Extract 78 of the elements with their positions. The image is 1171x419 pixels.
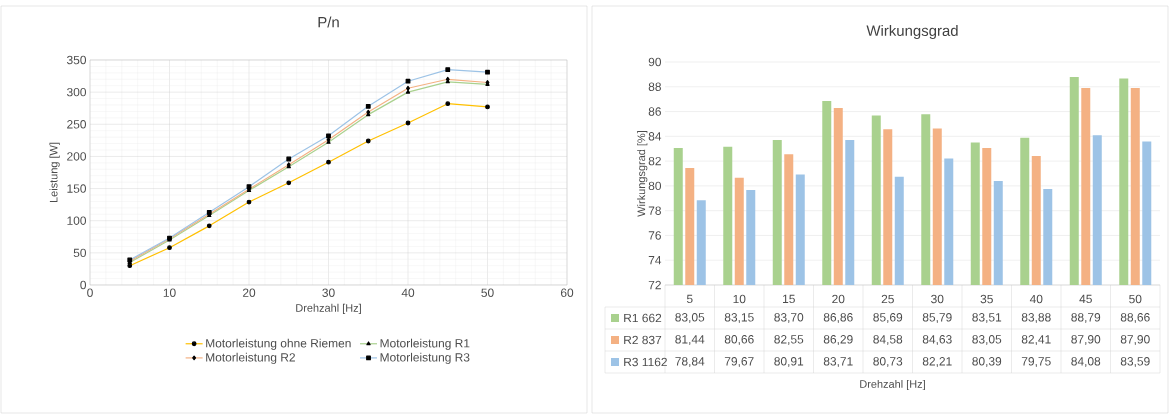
y-axis-title: Leistung [W] <box>49 142 60 203</box>
data-label: 82,41 <box>1021 335 1051 345</box>
x-tick-label: 20 <box>242 288 256 297</box>
y-tick-label: 78 <box>648 206 661 215</box>
x-tick-label: 5 <box>686 294 693 304</box>
x-tick-label: 50 <box>1129 294 1142 304</box>
data-label: 82,55 <box>774 335 804 345</box>
data-label: 88,66 <box>1120 313 1150 323</box>
y-tick-label: 82 <box>648 156 661 166</box>
y-tick-label: 86 <box>648 107 661 116</box>
legend-label: R1 662 <box>624 313 662 323</box>
data-label: 84,58 <box>873 335 903 345</box>
legend-label: Motorleistung R2 <box>206 352 295 364</box>
data-label: 83,51 <box>972 313 1002 323</box>
y-tick-label: 84 <box>648 132 662 141</box>
data-label: 83,05 <box>675 313 705 323</box>
data-label: 86,86 <box>823 313 853 323</box>
data-label: 83,59 <box>1120 357 1150 367</box>
x-tick-label: 60 <box>560 288 574 297</box>
x-tick-label: 50 <box>481 288 494 297</box>
data-label: 79,67 <box>724 357 754 367</box>
data-label: 80,73 <box>873 357 903 367</box>
data-label: 87,90 <box>1071 335 1101 345</box>
x-tick-label: 40 <box>401 288 415 297</box>
x-tick-label: 0 <box>87 288 93 297</box>
data-label: 82,21 <box>922 357 952 367</box>
legend-label: Motorleistung R3 <box>380 352 470 364</box>
x-tick-label: 10 <box>733 294 746 304</box>
y-tick-label: 200 <box>67 152 87 161</box>
data-label: 84,08 <box>1071 357 1101 367</box>
data-label: 83,88 <box>1021 313 1051 323</box>
data-label: 83,71 <box>823 357 853 367</box>
data-label: 87,90 <box>1120 335 1150 345</box>
x-tick-label: 30 <box>931 294 944 304</box>
y-tick-label: 76 <box>648 231 661 240</box>
data-label: 84,63 <box>922 335 952 345</box>
legend-label: Motorleistung ohne Riemen <box>206 338 351 350</box>
data-label: 78,84 <box>675 357 705 367</box>
x-tick-label: 10 <box>163 288 176 297</box>
legend-label: R3 1162 <box>624 357 667 367</box>
y-tick-label: 250 <box>67 120 87 129</box>
y-tick-label: 100 <box>67 216 87 225</box>
legend-label: Motorleistung R1 <box>380 338 470 350</box>
x-tick-label: 45 <box>1079 294 1092 304</box>
chart-title: Wirkungsgrad <box>866 25 958 39</box>
x-axis-title: Drehzahl [Hz] <box>296 303 361 315</box>
data-label: 86,29 <box>823 335 853 345</box>
data-label: 79,75 <box>1021 357 1051 367</box>
data-label: 83,15 <box>724 313 754 323</box>
x-tick-label: 35 <box>980 294 993 304</box>
legend-label: R2 837 <box>624 335 662 345</box>
data-label: 80,66 <box>724 335 754 345</box>
y-tick-label: 50 <box>73 248 87 258</box>
data-label: 81,44 <box>675 335 705 345</box>
data-label: 80,91 <box>774 357 804 367</box>
chart-title: P/n <box>318 16 339 28</box>
data-label: 88,79 <box>1071 313 1101 323</box>
y-tick-label: 72 <box>648 280 661 290</box>
x-tick-label: 15 <box>783 294 795 304</box>
data-label: 83,05 <box>972 335 1002 345</box>
y-tick-label: 150 <box>67 184 87 193</box>
y-tick-label: 74 <box>648 256 662 265</box>
data-label: 85,79 <box>922 313 952 323</box>
y-tick-label: 90 <box>648 57 662 67</box>
y-tick-label: 300 <box>66 87 87 97</box>
x-tick-label: 25 <box>881 294 894 304</box>
y-tick-label: 80 <box>648 181 662 191</box>
y-tick-label: 88 <box>648 82 661 91</box>
y-tick-label: 0 <box>80 280 87 290</box>
x-axis-title: Drehzahl [Hz] <box>860 379 925 391</box>
data-label: 80,39 <box>972 357 1002 367</box>
x-tick-label: 30 <box>322 288 335 297</box>
x-tick-label: 20 <box>832 294 845 304</box>
data-label: 85,69 <box>873 313 903 323</box>
y-tick-label: 350 <box>66 55 87 65</box>
y-axis-title: Wirkungsgrad [%] <box>637 131 648 217</box>
x-tick-label: 40 <box>1029 294 1043 304</box>
data-label: 83,70 <box>774 313 804 323</box>
